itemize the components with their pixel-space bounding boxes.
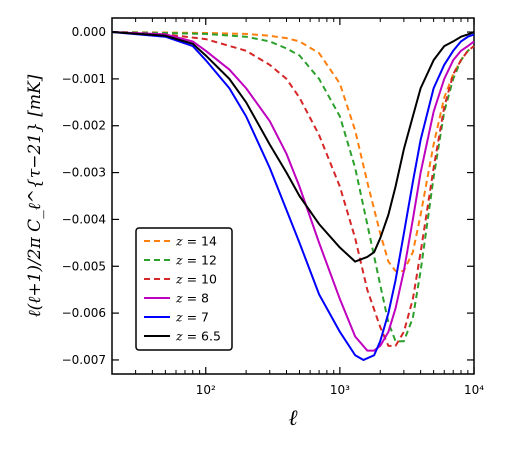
- series-line-4: [111, 31, 475, 361]
- legend: z = 14 z = 12 z = 10 z = 8 z = 7 z = 6.5: [135, 227, 233, 351]
- y-tick-label: −0.004: [62, 212, 106, 226]
- x-tick-label: 10³: [330, 383, 350, 397]
- series-line-3: [111, 31, 475, 352]
- legend-label: z = 6.5: [175, 329, 221, 344]
- y-tick-label: −0.002: [62, 119, 106, 133]
- y-axis-label-group: ℓ(ℓ+1)/2π C_ℓ^{τ−21} [mK]: [25, 74, 45, 317]
- legend-label: z = 12: [175, 253, 217, 268]
- legend-label: z = 7: [175, 310, 209, 325]
- tick-layer: 10² 10³ 10⁴ 0.000 −0.001 −0.002 −0.003 −0.004 −0…: [62, 18, 484, 397]
- y-tick-label: 0.000: [72, 25, 106, 39]
- legend-box: [135, 227, 233, 351]
- y-tick-label: −0.001: [62, 72, 106, 86]
- y-tick-label: −0.006: [62, 306, 106, 320]
- y-axis-label: ℓ(ℓ+1)/2π C_ℓ^{τ−21} [mK]: [25, 74, 45, 317]
- legend-label: z = 14: [175, 234, 217, 249]
- legend-label: z = 10: [175, 272, 217, 287]
- series-line-2: [111, 31, 475, 347]
- series-line-1: [111, 31, 475, 343]
- y-axis-label-text: ℓ(ℓ+1)/2π C_ℓ^{τ−21} [mK]: [25, 74, 45, 317]
- x-axis-label: ℓ: [288, 406, 298, 431]
- legend-label: z = 8: [175, 291, 209, 306]
- plot-frame: [111, 17, 475, 375]
- legend-items: z = 14 z = 12 z = 10 z = 8 z = 7 z = 6.5: [144, 234, 221, 344]
- x-tick-label: 10⁴: [464, 383, 484, 397]
- series-line-5: [111, 31, 475, 263]
- y-tick-label: −0.005: [62, 259, 106, 273]
- x-tick-label: 10²: [196, 383, 216, 397]
- y-tick-label: −0.003: [62, 166, 106, 180]
- series-line-0: [111, 31, 475, 272]
- y-tick-label: −0.007: [62, 353, 106, 367]
- series-layer: [111, 31, 475, 361]
